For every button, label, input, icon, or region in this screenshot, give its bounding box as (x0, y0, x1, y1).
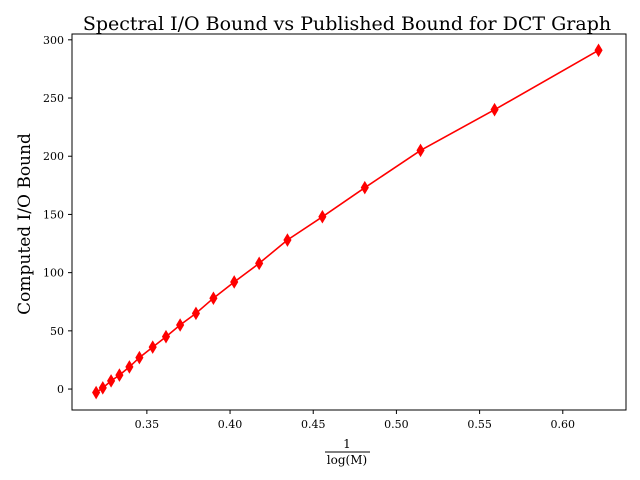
x-tick-label: 0.35 (135, 418, 160, 431)
data-point (161, 329, 171, 344)
y-tick-label: 250 (43, 92, 64, 105)
data-point (230, 275, 239, 289)
data-point (115, 368, 124, 382)
x-tick-label: 0.45 (301, 418, 326, 431)
data-point (255, 256, 264, 271)
y-tick-label: 0 (57, 383, 64, 396)
y-tick-label: 300 (43, 34, 64, 47)
chart-title: Spectral I/O Bound vs Published Bound fo… (83, 13, 611, 35)
data-point (125, 360, 134, 374)
data-point (283, 233, 292, 247)
x-tick-label: 0.55 (467, 418, 492, 431)
x-axis-label-numerator: 1 (343, 437, 351, 451)
data-point (148, 340, 157, 354)
data-point (191, 306, 201, 321)
y-tick-label: 150 (43, 208, 64, 221)
data-point (490, 102, 499, 117)
axes-frame (71, 33, 627, 411)
data-point (318, 209, 327, 224)
y-axis-label: Computed I/O Bound (15, 133, 35, 315)
data-point (135, 350, 144, 365)
x-tick-label: 0.50 (384, 418, 409, 431)
data-point (416, 143, 425, 158)
data-point (360, 180, 369, 195)
x-tick-label: 0.40 (218, 418, 243, 431)
series-line (95, 49, 599, 394)
x-axis-label: 1 log(M) (325, 437, 370, 467)
x-axis-label-denominator: log(M) (327, 453, 367, 467)
x-tick-label: 0.60 (551, 418, 576, 431)
data-point (107, 374, 116, 388)
y-tick-label: 200 (43, 150, 64, 163)
data-point (176, 318, 185, 332)
y-tick-label: 100 (43, 267, 64, 280)
data-point (92, 385, 101, 400)
data-point (98, 381, 107, 395)
data-point (209, 291, 218, 306)
data-point (594, 43, 603, 58)
plot-area: 0.35 0.40 0.45 0.50 0.55 0.60 0 50 100 150 200 250 3… (43, 33, 627, 431)
y-tick-label: 50 (50, 325, 64, 338)
